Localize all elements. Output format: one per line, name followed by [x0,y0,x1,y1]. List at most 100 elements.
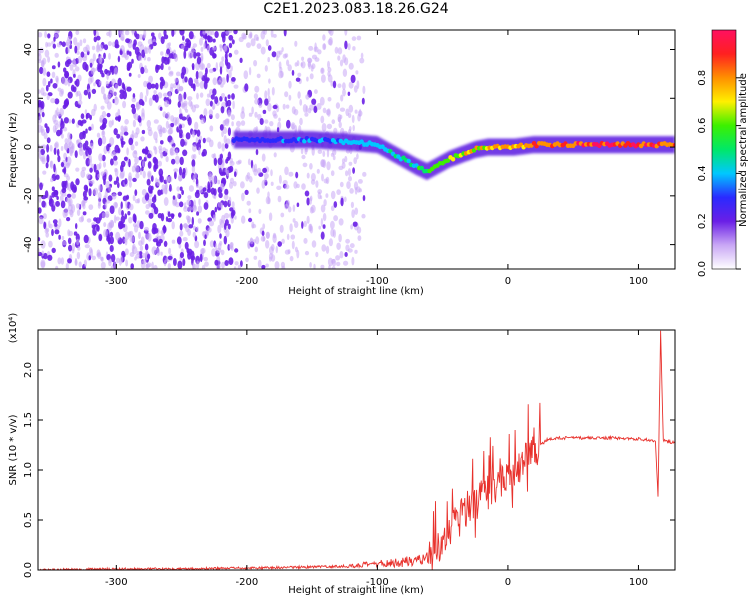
spectrogram-speckle [57,257,62,265]
spectrogram-speckle [228,244,232,250]
spectrogram-speckle [70,204,76,213]
spectrogram-speckle [55,123,59,129]
spectrogram-speckle [202,30,207,35]
spectrogram-speckle [56,42,62,48]
spectrogram-speckle [67,46,70,54]
spectrogram-speckle [146,82,152,90]
spectrogram-speckle [348,62,354,70]
spectrogram-speckle [74,100,79,108]
spectrogram-speckle [215,113,220,119]
spectrogram-speckle [267,45,272,51]
spectrogram-speckle [334,46,339,54]
spectrogram-speckle [310,173,316,182]
spectrogram-speckle [110,158,114,166]
spectrogram-speckle [56,107,59,116]
spectrogram-speckle [196,56,202,65]
spectrogram-speckle [267,95,271,103]
ridge-core-cell [672,143,675,148]
spectrogram-speckle [176,83,181,93]
snr-background [38,330,675,570]
spectrogram-speckle [348,129,352,134]
spectrogram-speckle [134,189,138,197]
spectrogram-speckle [320,115,325,124]
spectrogram-speckle [116,176,119,183]
spectrogram-speckle [203,192,209,199]
spectrogram-speckle [138,231,141,240]
spectrogram-speckle [326,123,332,130]
spectrogram-speckle [138,251,143,256]
spectrogram-speckle [170,83,174,90]
spectrogram-speckle [224,260,229,266]
spectrogram-speckle [64,100,68,107]
spectrogram-speckle [167,211,171,218]
spectrogram-speckle [354,207,359,215]
spectrogram-speckle [291,123,295,130]
spectrogram-speckle [214,243,218,251]
spectrogram-speckle [179,252,184,259]
spectrogram-speckle [162,111,167,118]
spectrogram-speckle [172,116,178,126]
spectrogram-speckle [258,103,263,108]
spectrogram-speckle [264,98,269,106]
spectrogram-speckle [108,258,112,263]
spectrogram-speckle [162,126,165,134]
spectrogram-speckle [55,265,59,269]
spectrogram-speckle [221,214,226,224]
ridge-core-cell [302,138,307,144]
spectrogram-speckle [131,97,137,103]
spectrogram-speckle [188,185,194,192]
spectrogram-speckle [225,158,229,164]
spectrogram-speckle [315,251,319,258]
spectrogram-speckle [97,173,101,179]
spectrogram-speckle [126,86,132,92]
spectrogram-speckle [42,170,47,175]
spectrogram-speckle [256,167,262,174]
spectrogram-speckle [117,55,121,63]
spectrogram-speckle [275,245,278,254]
spectrogram-speckle [263,177,267,183]
spectrogram-speckle [227,30,233,34]
spectrogram-speckle [152,41,157,47]
spectrogram-speckle [161,184,166,191]
spectrogram-speckle [97,192,102,200]
spectrogram-speckle [216,79,222,86]
spectrogram-speckle [163,259,167,267]
spectrogram-speckle [57,155,61,163]
spectrogram-speckle [301,56,305,61]
spectrogram-speckle [132,119,136,128]
spectrogram-speckle [38,216,44,225]
spectrogram-speckle [216,247,222,253]
spectrogram-speckle [123,52,128,59]
snr-y-ticks: 0.0 0.5 1.0 1.5 2.0 [23,362,675,578]
spectrogram-speckle [72,86,77,93]
spectrogram-speckle [88,188,92,197]
spectrogram-speckle [347,168,351,177]
ridge-core-cell [419,165,424,171]
spectrogram-speckle [244,189,249,195]
spectrogram-speckle [236,120,241,127]
spectrogram-speckle [128,175,133,182]
spectrogram-speckle [43,132,48,140]
spectrogram-speckle [100,86,105,95]
spectrogram-speckle [347,43,351,51]
spectrogram-speckle [246,200,251,206]
spectrogram-speckle [317,191,321,200]
spectrogram-speckle [106,72,109,80]
spectrogram-speckle [123,125,128,133]
spectrogram-speckle [125,199,128,209]
spectrogram-speckle [65,39,71,48]
spectrogram-speckle [257,113,262,121]
spectrogram-speckle [98,162,102,170]
spectrogram-speckle [240,181,245,189]
spectrogram-speckle [74,150,78,159]
spectrogram-speckle [223,200,228,208]
spectrogram-speckle [43,252,48,260]
spectrogram-speckle [156,65,161,70]
spectrogram-speckle [200,117,206,125]
spectrogram-speckle [203,256,208,262]
spectrogram-speckle [320,159,326,168]
spectrogram-speckle [91,123,94,131]
spectrogram-speckle [38,53,42,61]
spectrogram-speckle [327,97,332,102]
spectrogram-speckle [278,117,281,122]
